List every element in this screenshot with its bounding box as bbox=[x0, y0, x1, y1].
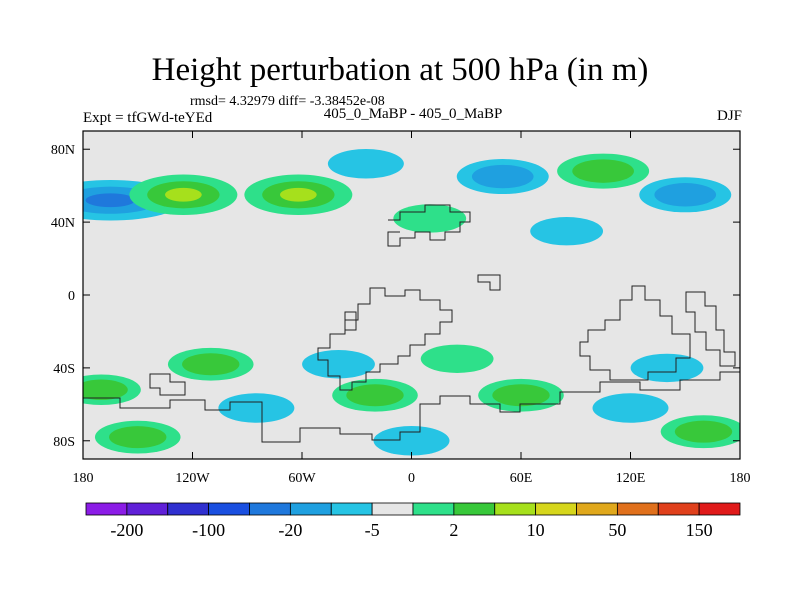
run-comparison-label: 405_0_MaBP - 405_0_MaBP bbox=[323, 106, 503, 122]
x-tick-label-3: 0 bbox=[408, 471, 415, 486]
colorbar-box-2 bbox=[167, 502, 210, 516]
colorbar-box-1 bbox=[126, 502, 169, 516]
axes-layer: 180 120W 60W 0 60E 120E 180 80N 40N 0 40S 80S bbox=[51, 131, 751, 486]
coastline-antarctica bbox=[83, 371, 740, 443]
anomaly-high-18-band-1 bbox=[109, 426, 167, 449]
coastline-layer bbox=[83, 204, 740, 443]
x-tick-label-0: 180 bbox=[73, 471, 94, 486]
anomaly-low-3-band-0 bbox=[327, 149, 404, 179]
anomaly-high-9-band-1 bbox=[182, 353, 240, 376]
x-tick-label-6: 180 bbox=[730, 471, 751, 486]
coastline-new-zealand bbox=[685, 291, 736, 367]
anomaly-low-0-band-2 bbox=[85, 193, 136, 208]
colorbar-box-9 bbox=[453, 502, 496, 516]
colorbar-box-6 bbox=[330, 502, 373, 516]
colorbar-box-15 bbox=[698, 502, 741, 516]
y-tick-label-2: 0 bbox=[68, 289, 75, 304]
anomaly-high-15-band-1 bbox=[346, 384, 404, 407]
anomaly-low-10-band-0 bbox=[302, 350, 375, 379]
anomaly-low-14-band-0 bbox=[218, 393, 295, 423]
coastline-south-america bbox=[149, 373, 186, 396]
coastline-eurasia bbox=[387, 204, 471, 247]
x-tick-label-1: 120W bbox=[175, 471, 210, 486]
rmsd-subtitle: rmsd= 4.32979 diff= -3.38452e-08 bbox=[190, 94, 385, 109]
experiment-label: Expt = tfGWd-teYEd bbox=[83, 110, 213, 126]
colorbar-box-8 bbox=[412, 502, 455, 516]
colorbar-label-3: -5 bbox=[365, 520, 380, 540]
colorbar-label-1: -100 bbox=[192, 520, 225, 540]
colorbar: -200 -100 -20 -5 2 10 50 150 bbox=[85, 502, 741, 540]
anomaly-high-6-band-1 bbox=[572, 159, 634, 183]
colorbar-box-5 bbox=[289, 502, 332, 516]
anomaly-low-19-band-0 bbox=[373, 426, 450, 456]
colorbar-box-0 bbox=[85, 502, 128, 516]
colorbar-label-0: -200 bbox=[110, 520, 143, 540]
colorbar-box-14 bbox=[657, 502, 700, 516]
coastline-arabia bbox=[477, 274, 501, 291]
anomaly-high-16-band-1 bbox=[492, 384, 550, 407]
anomaly-low-7-band-1 bbox=[654, 183, 717, 207]
y-tick-label-4: 80S bbox=[53, 435, 75, 450]
colorbar-label-7: 150 bbox=[686, 520, 713, 540]
anomaly-low-5-band-1 bbox=[471, 164, 534, 189]
colorbar-box-12 bbox=[576, 502, 618, 516]
colorbar-box-11 bbox=[535, 502, 577, 516]
anomaly-high-4-band-0 bbox=[393, 204, 467, 233]
coastline-madagascar bbox=[344, 311, 357, 331]
colorbar-label-6: 50 bbox=[608, 520, 626, 540]
anomaly-high-2-band-2 bbox=[279, 187, 317, 202]
colorbar-box-7 bbox=[371, 502, 414, 516]
y-tick-label-1: 40N bbox=[51, 216, 75, 231]
coastline-africa bbox=[317, 287, 453, 391]
colorbar-box-4 bbox=[249, 502, 291, 516]
colorbar-box-13 bbox=[616, 502, 659, 516]
anomaly-low-17-band-0 bbox=[592, 393, 669, 423]
colorbar-label-4: 2 bbox=[449, 520, 458, 540]
chart-title: Height perturbation at 500 hPa (in m) bbox=[151, 52, 649, 88]
coastline-australia bbox=[579, 285, 691, 381]
anomaly-low-8-band-0 bbox=[530, 217, 604, 246]
colorbar-label-5: 10 bbox=[527, 520, 545, 540]
colorbar-box-3 bbox=[208, 502, 250, 516]
colorbar-label-2: -20 bbox=[278, 520, 302, 540]
season-label: DJF bbox=[716, 108, 742, 124]
colorbar-box-10 bbox=[494, 502, 537, 516]
x-tick-label-2: 60W bbox=[288, 471, 316, 486]
anomaly-high-13-band-1 bbox=[83, 379, 128, 401]
anomaly-high-1-band-2 bbox=[165, 187, 202, 202]
contour-fill-layer bbox=[83, 149, 740, 456]
y-tick-label-0: 80N bbox=[51, 143, 75, 158]
y-tick-label-3: 40S bbox=[53, 362, 75, 377]
anomaly-high-20-band-1 bbox=[674, 420, 733, 443]
x-tick-label-4: 60E bbox=[510, 471, 533, 486]
anomaly-high-11-band-0 bbox=[420, 344, 494, 373]
anomaly-low-12-band-0 bbox=[630, 353, 704, 383]
x-tick-label-5: 120E bbox=[616, 471, 646, 486]
